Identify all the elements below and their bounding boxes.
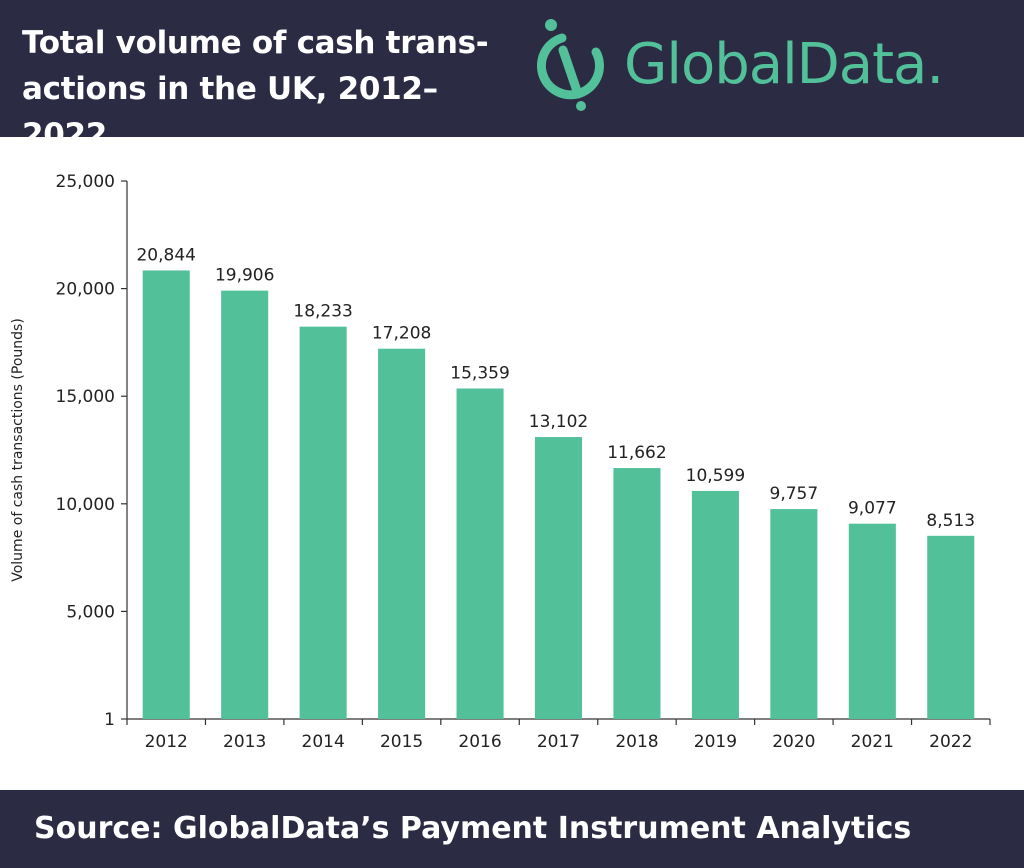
footer-banner: Source: GlobalData’s Payment Instrument … bbox=[0, 790, 1024, 868]
globaldata-logo: GlobalData. bbox=[532, 16, 1002, 116]
source-note: Source: GlobalData’s Payment Instrument … bbox=[34, 811, 912, 846]
bar-chart: 1 5,000 10,000 15,000 20,000 25,000 Volume of … bbox=[0, 137, 1024, 790]
bar bbox=[142, 270, 190, 719]
x-tick-label: 2022 bbox=[929, 732, 972, 752]
data-label: 10,599 bbox=[686, 466, 745, 486]
x-tick-label: 2012 bbox=[145, 732, 188, 752]
data-label: 15,359 bbox=[450, 363, 509, 383]
data-label: 8,513 bbox=[926, 511, 975, 531]
bar bbox=[456, 388, 504, 719]
bar bbox=[848, 523, 896, 719]
x-tick-label: 2017 bbox=[537, 732, 580, 752]
x-tick-label: 2018 bbox=[615, 732, 658, 752]
chart-title-line-1: Total volume of cash trans- bbox=[22, 25, 489, 61]
globaldata-logo-icon bbox=[536, 19, 604, 111]
chart-title-line-2: actions in the UK, 2012–2022 bbox=[22, 71, 438, 153]
x-tick-label: 2014 bbox=[302, 732, 345, 752]
x-tick-label: 2021 bbox=[851, 732, 894, 752]
data-label: 13,102 bbox=[529, 412, 588, 432]
bar bbox=[378, 348, 426, 719]
x-tick-label: 2019 bbox=[694, 732, 737, 752]
x-tick-label: 2015 bbox=[380, 732, 423, 752]
data-label: 17,208 bbox=[372, 324, 431, 344]
bar bbox=[299, 326, 347, 719]
y-axis-title: Volume of cash transactions (Pounds) bbox=[10, 318, 26, 582]
y-tick-label: 1 bbox=[104, 710, 115, 730]
header-banner: Total volume of cash trans- actions in t… bbox=[0, 0, 1024, 153]
data-label: 19,906 bbox=[215, 266, 274, 286]
labels-layer: 2012 20,844 2013 19,906 2014 18,233 2015 17,208… bbox=[136, 245, 975, 752]
data-label: 20,844 bbox=[136, 245, 195, 265]
bar bbox=[534, 437, 583, 719]
y-tick-label: 5,000 bbox=[66, 602, 115, 622]
bar bbox=[221, 290, 269, 719]
globaldata-logo-text: GlobalData. bbox=[624, 32, 944, 97]
bar bbox=[927, 535, 975, 719]
y-tick-label: 20,000 bbox=[56, 280, 115, 300]
bar bbox=[691, 490, 739, 719]
data-label: 9,757 bbox=[770, 484, 819, 504]
bars-layer bbox=[142, 270, 975, 719]
data-label: 18,233 bbox=[293, 302, 352, 322]
chart-title: Total volume of cash trans- actions in t… bbox=[22, 20, 522, 158]
y-tick-label: 10,000 bbox=[56, 495, 115, 515]
x-tick-label: 2016 bbox=[458, 732, 501, 752]
bar bbox=[770, 509, 818, 719]
y-tick-label: 25,000 bbox=[56, 172, 115, 192]
x-tick-label: 2013 bbox=[223, 732, 266, 752]
bar bbox=[613, 468, 661, 719]
data-label: 11,662 bbox=[607, 443, 666, 463]
x-tick-label: 2020 bbox=[772, 732, 815, 752]
y-tick-label: 15,000 bbox=[56, 387, 115, 407]
data-label: 9,077 bbox=[848, 499, 897, 519]
